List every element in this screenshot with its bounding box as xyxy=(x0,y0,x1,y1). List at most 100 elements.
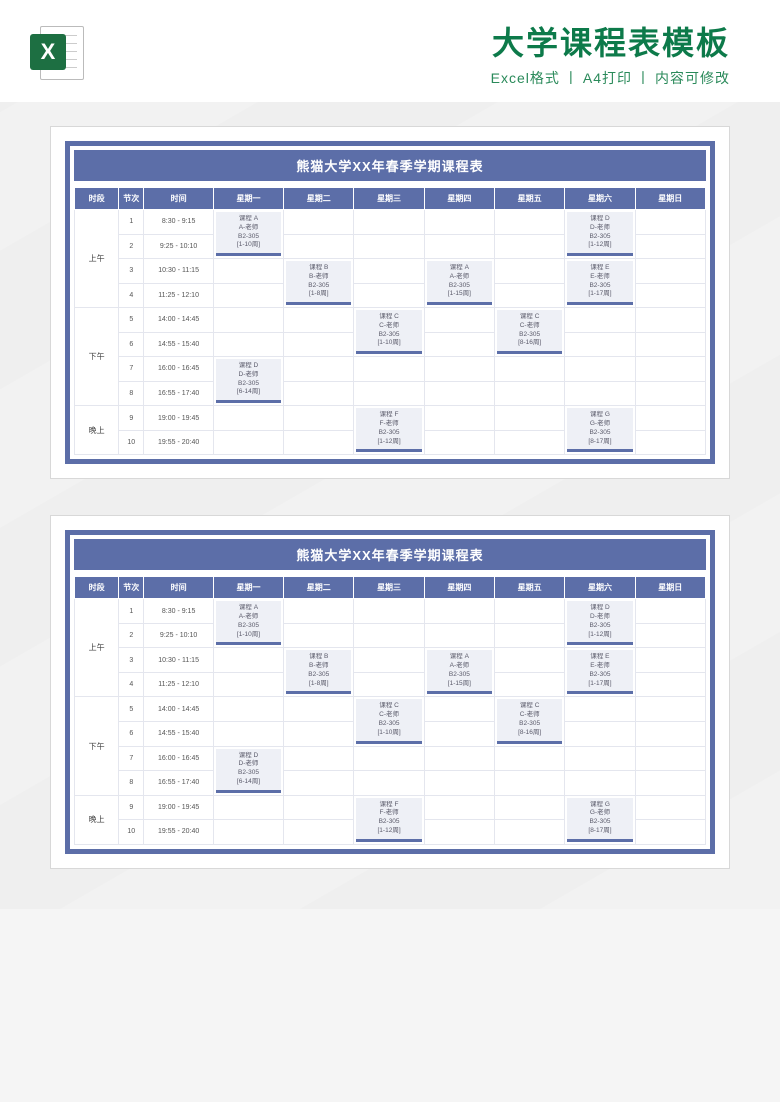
course-cell: 课程 CC-老师B2-305[1-10周] xyxy=(354,308,424,357)
course-cell: 课程 EE-老师B2-305[1-17周] xyxy=(565,259,635,308)
empty-cell xyxy=(354,234,424,259)
table-row: 上午18:30 - 9:15课程 AA-老师B2-305[1-10周]课程 DD… xyxy=(75,210,706,235)
schedule-title: 熊猫大学XX年春季学期课程表 xyxy=(74,539,706,570)
empty-cell xyxy=(213,697,283,722)
period-time: 19:00 - 19:45 xyxy=(144,406,213,431)
empty-cell xyxy=(424,746,494,771)
empty-cell xyxy=(213,430,283,455)
template-header: X 大学课程表模板 Excel格式丨A4打印丨内容可修改 xyxy=(0,0,780,102)
period-time: 14:00 - 14:45 xyxy=(144,308,213,333)
empty-cell xyxy=(635,406,705,431)
period-number: 4 xyxy=(119,283,144,308)
empty-cell xyxy=(495,430,565,455)
course-cell: 课程 FF-老师B2-305[1-12周] xyxy=(354,406,424,455)
table-row: 816:55 - 17:40 xyxy=(75,381,706,406)
period-number: 10 xyxy=(119,430,144,455)
empty-cell xyxy=(635,721,705,746)
col-header: 时段 xyxy=(75,188,119,210)
schedule-preview-2: 熊猫大学XX年春季学期课程表时段节次时间星期一星期二星期三星期四星期五星期六星期… xyxy=(50,515,730,868)
period-number: 9 xyxy=(119,406,144,431)
course-block: 课程 EE-老师B2-305[1-17周] xyxy=(567,650,632,694)
empty-cell xyxy=(424,795,494,820)
col-header: 星期六 xyxy=(565,188,635,210)
section-label: 晚上 xyxy=(75,795,119,844)
empty-cell xyxy=(424,381,494,406)
period-number: 4 xyxy=(119,672,144,697)
empty-cell xyxy=(635,381,705,406)
table-row: 晚上919:00 - 19:45课程 FF-老师B2-305[1-12周]课程 … xyxy=(75,406,706,431)
empty-cell xyxy=(495,234,565,259)
empty-cell xyxy=(565,746,635,771)
table-row: 310:30 - 11:15课程 BB-老师B2-305[1-8周]课程 AA-… xyxy=(75,648,706,673)
table-row: 下午514:00 - 14:45课程 CC-老师B2-305[1-10周]课程 … xyxy=(75,308,706,333)
period-number: 8 xyxy=(119,381,144,406)
course-cell: 课程 CC-老师B2-305[8-16周] xyxy=(495,308,565,357)
course-cell: 课程 FF-老师B2-305[1-12周] xyxy=(354,795,424,844)
period-number: 1 xyxy=(119,210,144,235)
course-block: 课程 AA-老师B2-305[1-15周] xyxy=(427,261,492,305)
empty-cell xyxy=(284,210,354,235)
empty-cell xyxy=(495,283,565,308)
col-header: 星期五 xyxy=(495,188,565,210)
empty-cell xyxy=(635,210,705,235)
table-row: 晚上919:00 - 19:45课程 FF-老师B2-305[1-12周]课程 … xyxy=(75,795,706,820)
course-cell: 课程 DD-老师B2-305[1-12周] xyxy=(565,210,635,259)
period-time: 10:30 - 11:15 xyxy=(144,259,213,284)
empty-cell xyxy=(284,430,354,455)
empty-cell xyxy=(284,795,354,820)
schedule-preview-1: 熊猫大学XX年春季学期课程表时段节次时间星期一星期二星期三星期四星期五星期六星期… xyxy=(50,126,730,479)
course-block: 课程 CC-老师B2-305[1-10周] xyxy=(356,310,421,354)
empty-cell xyxy=(635,746,705,771)
period-number: 5 xyxy=(119,697,144,722)
empty-cell xyxy=(495,406,565,431)
period-time: 11:25 - 12:10 xyxy=(144,672,213,697)
empty-cell xyxy=(565,308,635,333)
empty-cell xyxy=(495,672,565,697)
section-label: 上午 xyxy=(75,210,119,308)
table-row: 716:00 - 16:45课程 DD-老师B2-305[6-14周] xyxy=(75,357,706,382)
empty-cell xyxy=(565,721,635,746)
course-cell: 课程 CC-老师B2-305[8-16周] xyxy=(495,697,565,746)
empty-cell xyxy=(495,210,565,235)
empty-cell xyxy=(635,308,705,333)
period-time: 19:55 - 20:40 xyxy=(144,430,213,455)
course-block: 课程 AA-老师B2-305[1-15周] xyxy=(427,650,492,694)
col-header: 时间 xyxy=(144,188,213,210)
course-block: 课程 GG-老师B2-305[8-17周] xyxy=(567,798,632,842)
course-cell: 课程 AA-老师B2-305[1-10周] xyxy=(213,210,283,259)
empty-cell xyxy=(354,381,424,406)
empty-cell xyxy=(424,332,494,357)
empty-cell xyxy=(635,430,705,455)
empty-cell xyxy=(424,771,494,796)
empty-cell xyxy=(284,332,354,357)
empty-cell xyxy=(284,771,354,796)
col-header: 星期四 xyxy=(424,188,494,210)
empty-cell xyxy=(354,599,424,624)
empty-cell xyxy=(635,697,705,722)
empty-cell xyxy=(424,210,494,235)
period-number: 7 xyxy=(119,357,144,382)
empty-cell xyxy=(635,234,705,259)
empty-cell xyxy=(565,771,635,796)
empty-cell xyxy=(635,771,705,796)
empty-cell xyxy=(354,210,424,235)
empty-cell xyxy=(495,599,565,624)
schedule-table: 时段节次时间星期一星期二星期三星期四星期五星期六星期日上午18:30 - 9:1… xyxy=(74,187,706,455)
course-block: 课程 CC-老师B2-305[8-16周] xyxy=(497,310,562,354)
empty-cell xyxy=(424,406,494,431)
empty-cell xyxy=(284,308,354,333)
empty-cell xyxy=(495,623,565,648)
empty-cell xyxy=(284,381,354,406)
empty-cell xyxy=(565,332,635,357)
table-row: 816:55 - 17:40 xyxy=(75,771,706,796)
empty-cell xyxy=(354,746,424,771)
col-header: 星期六 xyxy=(565,577,635,599)
table-row: 下午514:00 - 14:45课程 CC-老师B2-305[1-10周]课程 … xyxy=(75,697,706,722)
empty-cell xyxy=(635,623,705,648)
empty-cell xyxy=(213,820,283,845)
empty-cell xyxy=(635,259,705,284)
course-block: 课程 CC-老师B2-305[8-16周] xyxy=(497,699,562,743)
period-time: 19:55 - 20:40 xyxy=(144,820,213,845)
section-label: 上午 xyxy=(75,599,119,697)
empty-cell xyxy=(635,795,705,820)
